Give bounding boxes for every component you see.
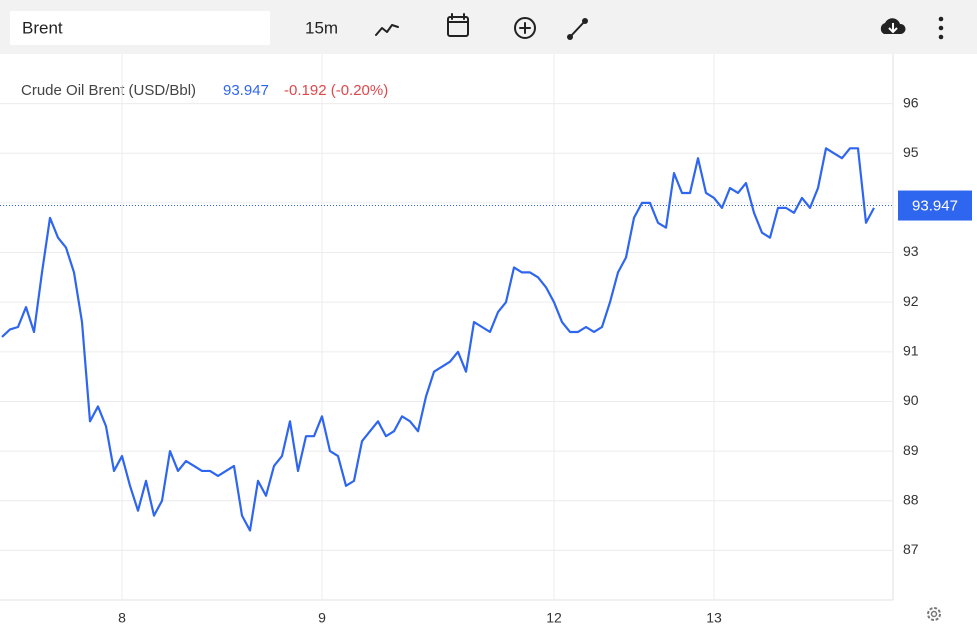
y-tick-label: 90	[903, 392, 919, 408]
chart-type-button[interactable]	[375, 24, 399, 36]
last-value: 93.947	[223, 82, 269, 99]
x-tick-label: 12	[546, 610, 562, 626]
y-tick-label: 88	[903, 491, 919, 507]
change-value: -0.192 (-0.20%)	[284, 82, 388, 99]
settings-button[interactable]	[927, 607, 941, 621]
x-tick-label: 9	[318, 610, 326, 626]
menu-button[interactable]	[938, 16, 944, 40]
drawing-button[interactable]	[567, 18, 588, 40]
download-button[interactable]	[880, 18, 906, 34]
y-tick-label: 87	[903, 541, 919, 557]
symbol-input[interactable]	[10, 11, 270, 45]
symbol-text: Brent	[22, 18, 63, 37]
y-tick-label: 91	[903, 343, 919, 359]
x-tick-label: 8	[118, 610, 126, 626]
chart-title: Crude Oil Brent (USD/Bbl)	[21, 82, 196, 99]
indicator-button[interactable]	[514, 17, 536, 39]
last-price-label: 93.947	[912, 198, 958, 215]
x-tick-label: 13	[706, 610, 722, 626]
y-tick-label: 89	[903, 442, 919, 458]
calendar-button[interactable]	[447, 13, 469, 37]
last-price-tag	[898, 190, 972, 221]
price-line	[1, 147, 875, 532]
interval-button[interactable]: 15m	[305, 18, 338, 37]
y-tick-label: 92	[903, 293, 919, 309]
y-tick-label: 96	[903, 94, 919, 110]
y-tick-label: 95	[903, 144, 919, 160]
y-tick-label: 93	[903, 243, 919, 259]
